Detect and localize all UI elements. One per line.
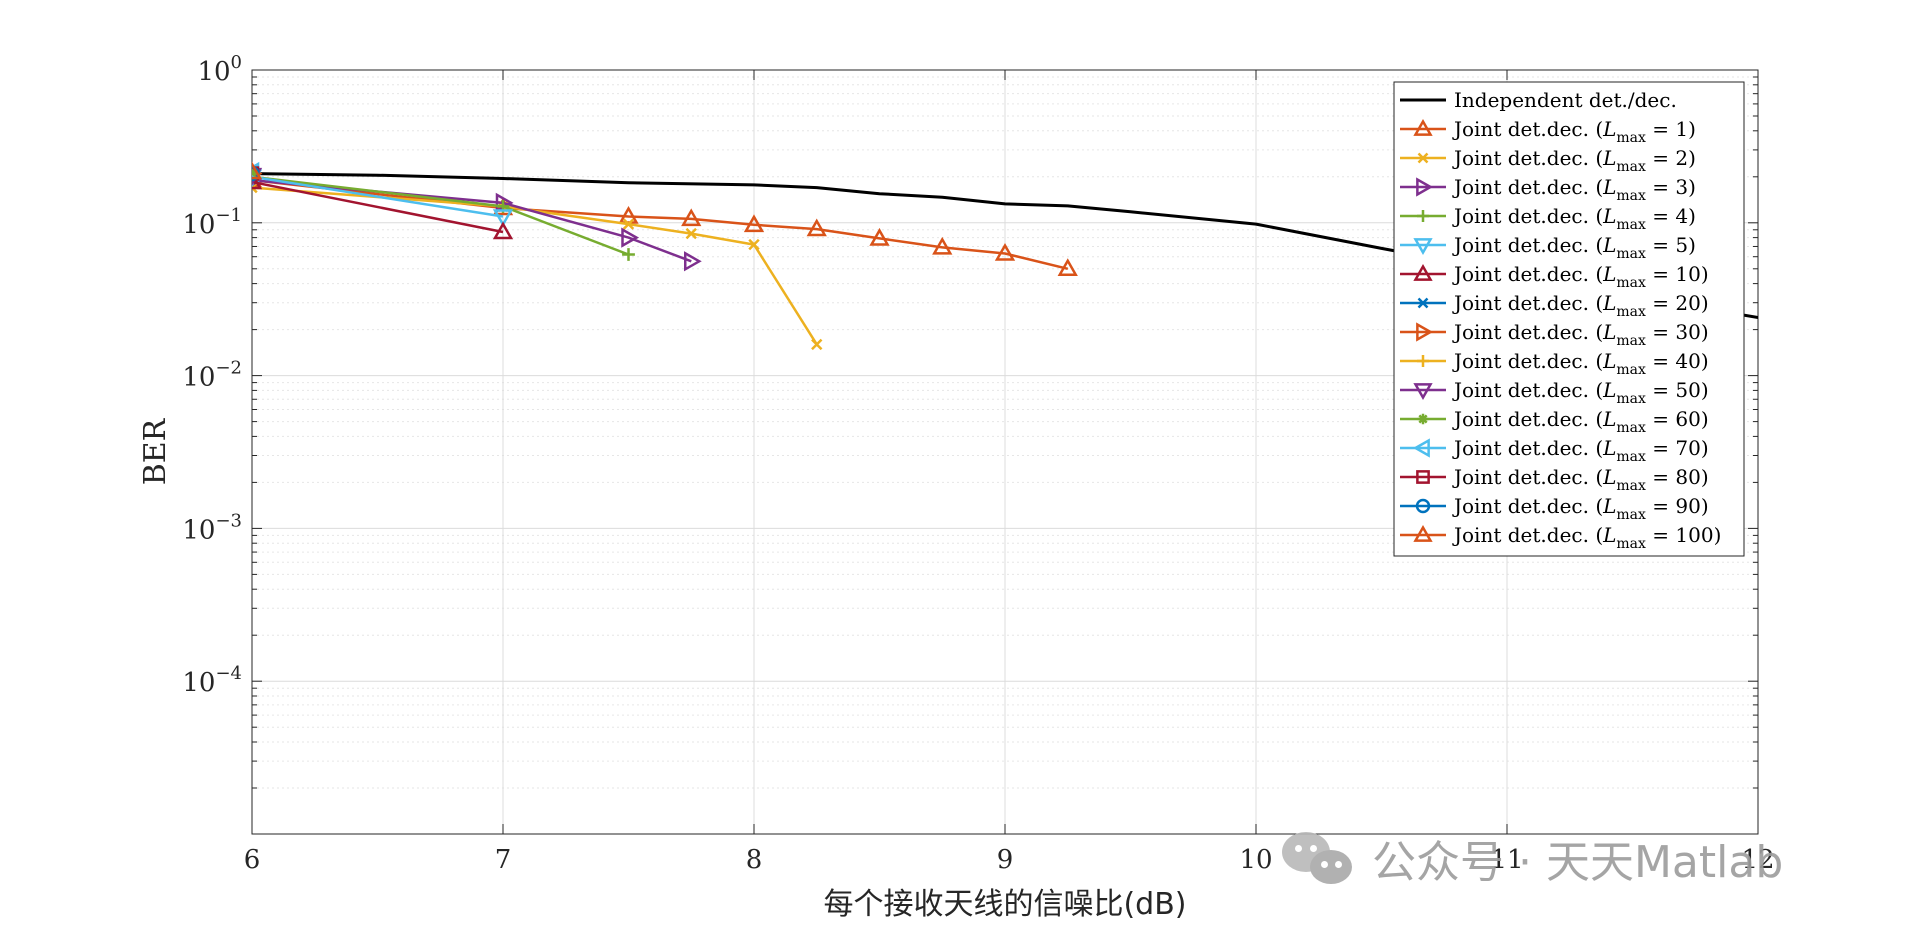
legend-entry: Independent det./dec. bbox=[1400, 88, 1677, 112]
marker bbox=[1417, 413, 1429, 425]
series-line bbox=[252, 175, 504, 218]
marker bbox=[492, 209, 514, 227]
marker bbox=[1413, 118, 1433, 136]
x-tick-label: 9 bbox=[997, 845, 1014, 875]
x-tick-label: 12 bbox=[1741, 845, 1774, 875]
legend-label: Joint det.dec. (Lmax = 90) bbox=[1452, 494, 1709, 523]
legend-entry: Joint det.dec. (Lmax = 30) bbox=[1400, 320, 1709, 349]
marker bbox=[621, 227, 640, 248]
marker bbox=[994, 242, 1016, 261]
marker bbox=[932, 236, 953, 255]
ticks bbox=[251, 70, 1759, 835]
x-tick-label: 6 bbox=[244, 845, 261, 875]
y-axis-label: BER bbox=[138, 417, 173, 485]
legend-label: Joint det.dec. (Lmax = 20) bbox=[1452, 291, 1709, 320]
legend-entry: Joint det.dec. (Lmax = 10) bbox=[1400, 262, 1709, 291]
legend-entry: Joint det.dec. (Lmax = 40) bbox=[1400, 349, 1709, 378]
legend-entry: Joint det.dec. (Lmax = 50) bbox=[1400, 378, 1709, 407]
legend-label: Joint det.dec. (Lmax = 40) bbox=[1452, 349, 1709, 378]
y-tick-label: 10−3 bbox=[182, 510, 242, 545]
y-tick-label: 10−1 bbox=[182, 205, 242, 240]
series-15 bbox=[252, 161, 263, 180]
y-tick-label: 10−4 bbox=[182, 663, 242, 698]
legend-entry: Joint det.dec. (Lmax = 1) bbox=[1400, 117, 1696, 146]
x-tick-label: 7 bbox=[495, 845, 512, 875]
marker bbox=[1416, 177, 1434, 197]
marker bbox=[1413, 238, 1433, 256]
series-line bbox=[252, 186, 818, 346]
legend-label: Joint det.dec. (Lmax = 3) bbox=[1452, 175, 1696, 204]
legend-entry: Joint det.dec. (Lmax = 80) bbox=[1400, 465, 1709, 494]
legend-label: Joint det.dec. (Lmax = 4) bbox=[1452, 204, 1696, 233]
marker bbox=[1417, 297, 1429, 309]
marker bbox=[1417, 152, 1429, 164]
marker bbox=[1413, 524, 1433, 542]
watermark: 公众号 · 天天Matlab bbox=[1282, 826, 1783, 890]
y-tick-label: 10−2 bbox=[182, 358, 242, 393]
marker bbox=[1417, 355, 1429, 367]
series-1 bbox=[252, 169, 1078, 277]
legend-label: Joint det.dec. (Lmax = 60) bbox=[1452, 407, 1709, 436]
marker bbox=[743, 214, 765, 233]
series-6 bbox=[252, 171, 514, 240]
legend-entry: Joint det.dec. (Lmax = 70) bbox=[1400, 436, 1709, 465]
marker bbox=[252, 171, 263, 190]
wechat-logo-icon bbox=[1282, 828, 1360, 888]
legend-label: Joint det.dec. (Lmax = 100) bbox=[1452, 523, 1721, 552]
legend-entry: Joint det.dec. (Lmax = 20) bbox=[1400, 291, 1709, 320]
marker bbox=[685, 227, 697, 240]
marker bbox=[681, 208, 702, 227]
legend-entry: Joint det.dec. (Lmax = 4) bbox=[1400, 204, 1696, 233]
legend-entry: Joint det.dec. (Lmax = 5) bbox=[1400, 233, 1696, 262]
legend-entry: Joint det.dec. (Lmax = 3) bbox=[1400, 175, 1696, 204]
series-line bbox=[252, 178, 1069, 271]
legend-label: Joint det.dec. (Lmax = 5) bbox=[1452, 233, 1696, 262]
marker bbox=[806, 218, 827, 237]
legend-entry: Joint det.dec. (Lmax = 2) bbox=[1400, 146, 1696, 175]
marker bbox=[622, 248, 635, 261]
x-axis-label: 每个接收天线的信噪比(dB) bbox=[823, 887, 1186, 922]
series-2 bbox=[252, 181, 823, 351]
legend-label: Joint det.dec. (Lmax = 1) bbox=[1452, 117, 1696, 146]
legend-label: Joint det.dec. (Lmax = 50) bbox=[1452, 378, 1709, 407]
x-tick-label: 11 bbox=[1490, 845, 1523, 875]
legend-label: Joint det.dec. (Lmax = 30) bbox=[1452, 320, 1709, 349]
x-tick-label: 10 bbox=[1239, 845, 1272, 875]
x-tick-label: 8 bbox=[746, 845, 763, 875]
marker bbox=[811, 338, 823, 351]
marker bbox=[684, 251, 702, 272]
marker bbox=[1413, 383, 1433, 401]
marker bbox=[748, 238, 760, 251]
legend-entry: Joint det.dec. (Lmax = 90) bbox=[1400, 494, 1709, 523]
legend-label: Joint det.dec. (Lmax = 70) bbox=[1452, 436, 1709, 465]
marker bbox=[1412, 438, 1430, 458]
marker bbox=[869, 227, 890, 246]
marker bbox=[1415, 498, 1431, 514]
series-line bbox=[252, 180, 504, 234]
legend-entry: Joint det.dec. (Lmax = 100) bbox=[1400, 523, 1721, 552]
marker bbox=[492, 221, 514, 240]
marker bbox=[1416, 470, 1430, 484]
legend-label: Joint det.dec. (Lmax = 80) bbox=[1452, 465, 1709, 494]
marker bbox=[252, 161, 263, 180]
marker bbox=[1417, 210, 1429, 222]
legend-box bbox=[1393, 81, 1745, 557]
legend-label: Joint det.dec. (Lmax = 2) bbox=[1452, 146, 1696, 175]
legend-label: Independent det./dec. bbox=[1454, 88, 1677, 112]
legend-label: Joint det.dec. (Lmax = 10) bbox=[1452, 262, 1709, 291]
marker bbox=[622, 218, 635, 230]
legend: Independent det./dec. Joint det.dec. (Lma… bbox=[1393, 81, 1745, 557]
legend-entry: Joint det.dec. (Lmax = 60) bbox=[1400, 407, 1709, 436]
marker bbox=[1416, 322, 1434, 342]
y-tick-label: 100 bbox=[197, 52, 242, 87]
marker bbox=[1057, 258, 1078, 277]
marker bbox=[1413, 263, 1433, 281]
watermark-text: 公众号 · 天天Matlab bbox=[1372, 837, 1784, 888]
